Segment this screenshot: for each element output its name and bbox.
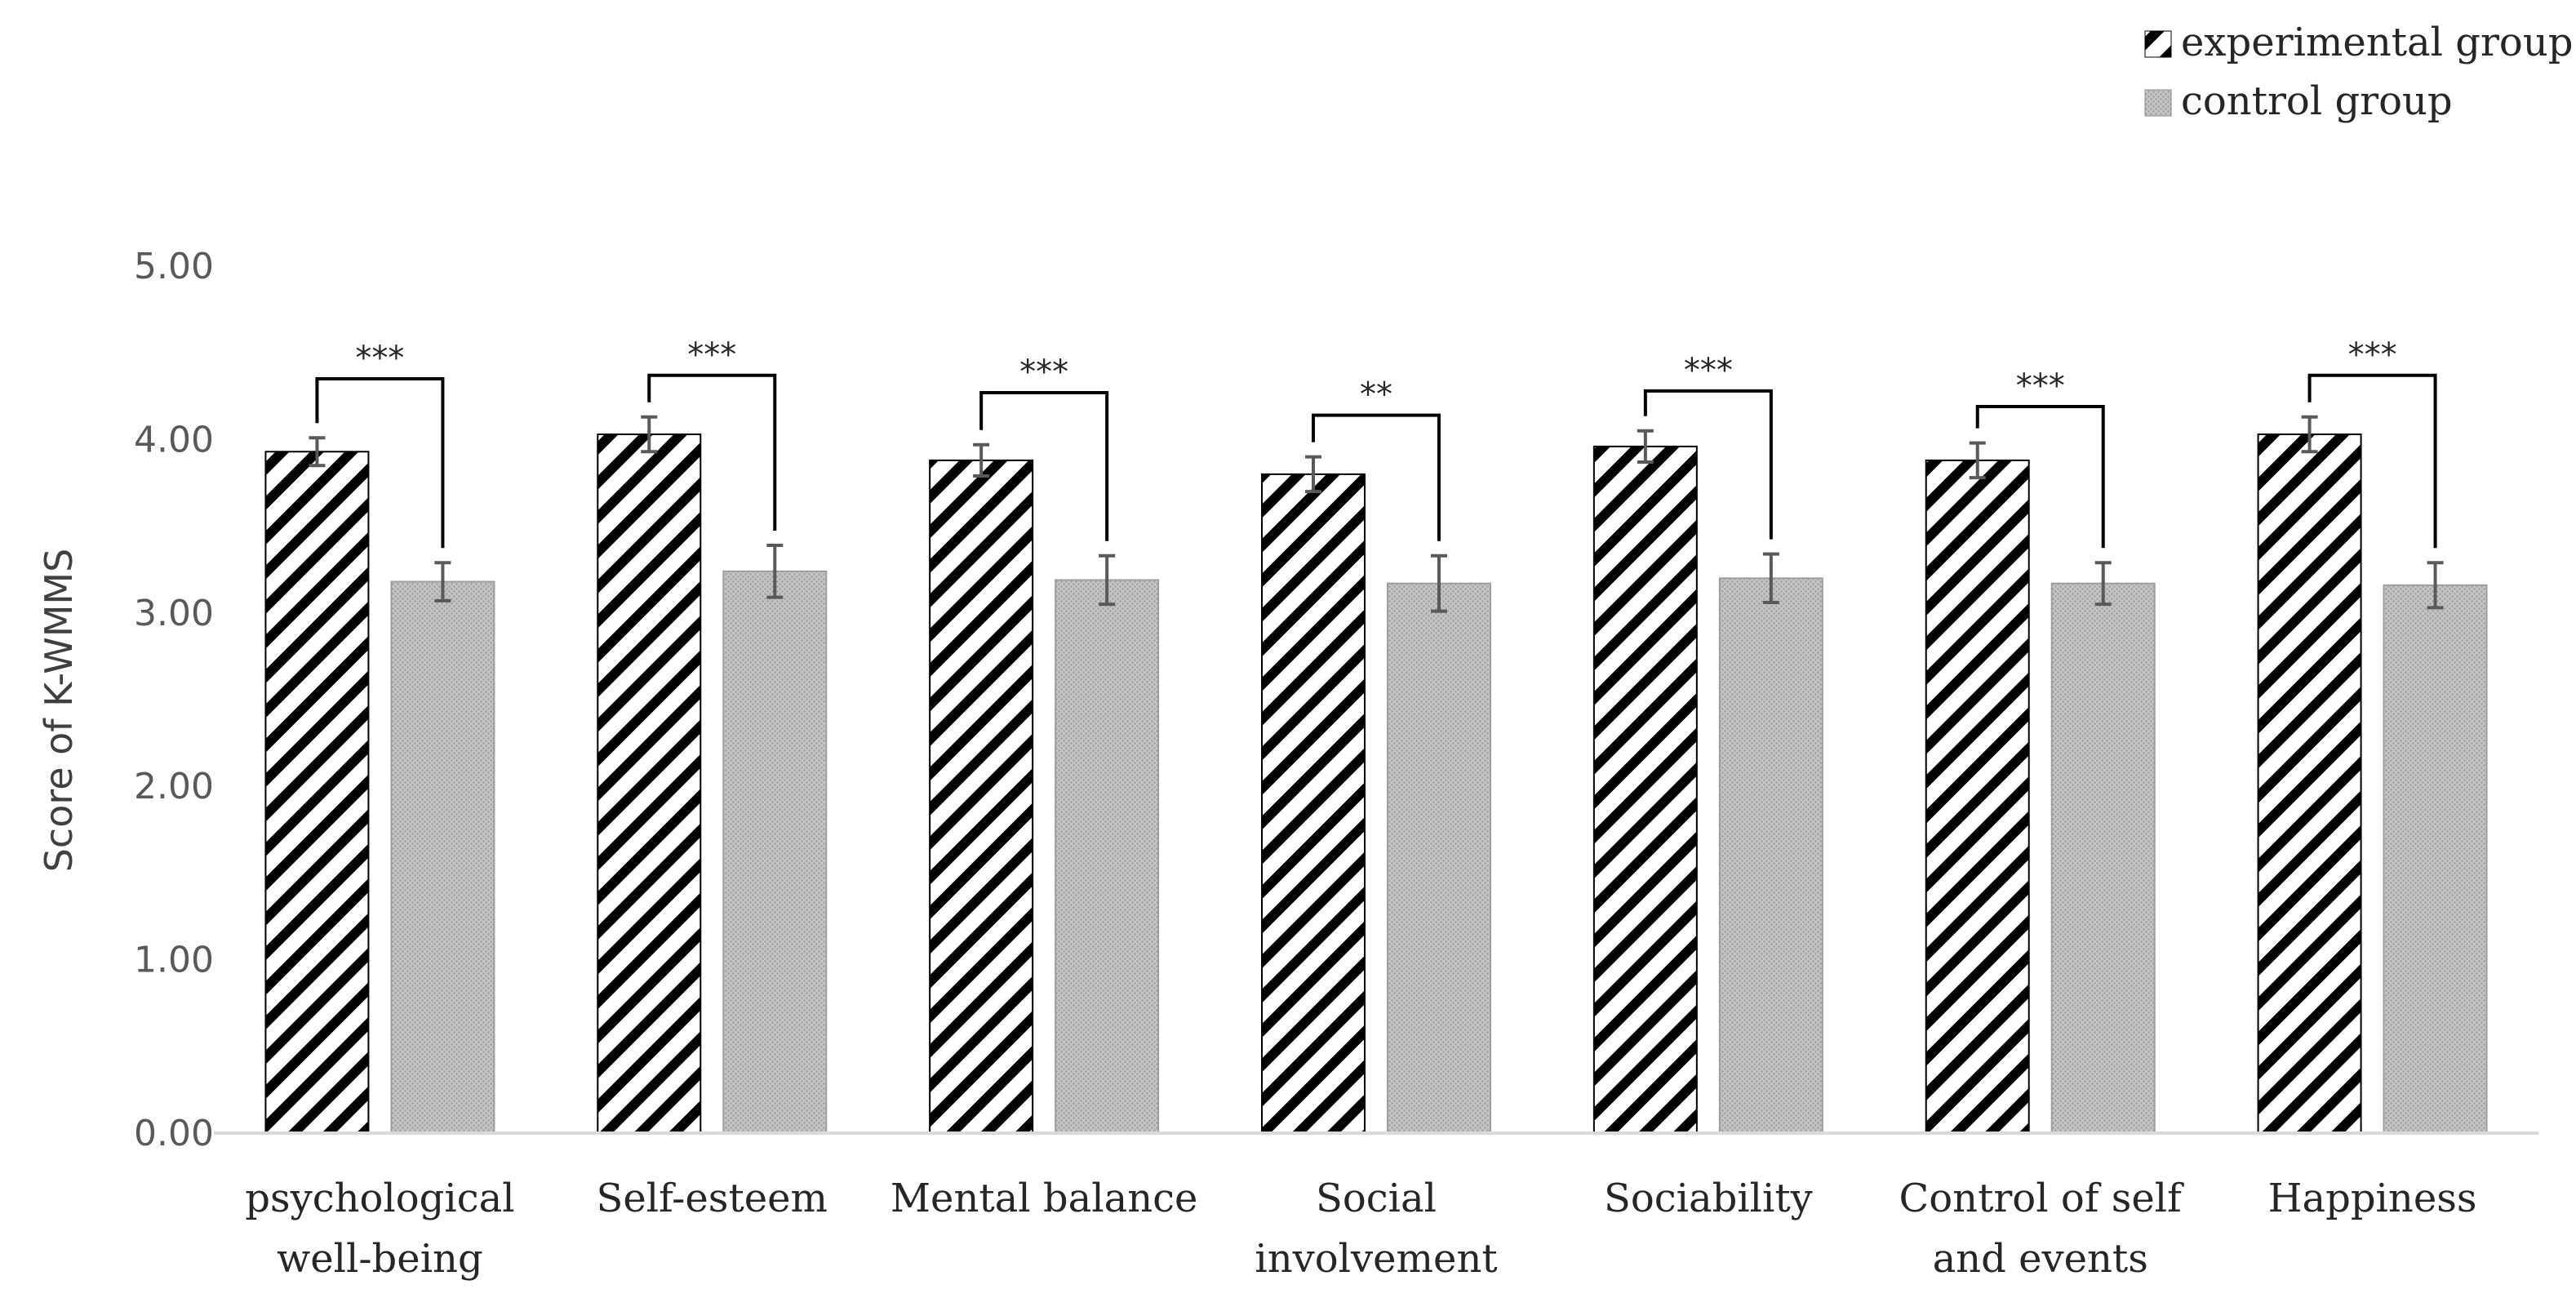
bar-experimental-0 <box>264 451 370 1134</box>
significance-label: *** <box>2016 367 2065 405</box>
significance-bracket-5: *** <box>1975 367 2105 549</box>
legend: experimental group control group <box>2144 20 2573 124</box>
error-bar-control-2 <box>1099 554 1116 607</box>
significance-bracket-0: *** <box>315 340 445 549</box>
bar-control-1 <box>722 570 828 1134</box>
y-tick-label-3: 3.00 <box>134 593 214 634</box>
bar-experimental-3 <box>1261 473 1366 1134</box>
error-bar-control-3 <box>1431 554 1447 613</box>
bar-control-3 <box>1387 582 1491 1134</box>
error-bar-experimental-4 <box>1637 429 1654 465</box>
error-bar-control-0 <box>434 561 451 602</box>
error-bar-control-4 <box>1762 552 1779 605</box>
significance-label: *** <box>2348 336 2397 374</box>
bars <box>264 433 2488 1134</box>
y-tick-label-2: 2.00 <box>134 766 214 807</box>
y-tick-label-1: 1.00 <box>134 940 214 981</box>
significance-bracket-line <box>1975 405 2105 549</box>
significance-bracket-line <box>1643 389 1773 540</box>
error-bars <box>309 415 2444 613</box>
y-axis-ticks: 0.00 1.00 2.00 3.00 4.00 5.00 <box>134 246 214 1154</box>
significance-bracket-2: *** <box>979 353 1109 541</box>
error-bar-experimental-2 <box>973 442 990 478</box>
error-bar-control-1 <box>766 543 784 599</box>
category-label-0-1: well-being <box>277 1236 483 1282</box>
significance-label: ** <box>1360 376 1392 414</box>
bar-experimental-6 <box>2257 433 2362 1134</box>
significance-label: *** <box>1684 352 1733 389</box>
category-label-1-0: Self-esteem <box>596 1176 828 1221</box>
bar-experimental-5 <box>1925 459 2030 1134</box>
significance-brackets: *** *** ******** ****** <box>315 336 2437 549</box>
significance-bracket-line <box>315 377 445 549</box>
error-bar-experimental-1 <box>641 415 658 454</box>
category-label-3-1: involvement <box>1255 1236 1497 1282</box>
error-bar-experimental-6 <box>2301 415 2318 454</box>
significance-bracket-1: *** <box>647 336 777 531</box>
bar-experimental-1 <box>597 433 702 1134</box>
error-bar-experimental-5 <box>1969 441 1986 480</box>
category-label-6-0: Happiness <box>2268 1176 2477 1221</box>
category-label-4-0: Sociability <box>1604 1176 1813 1221</box>
error-bar-control-6 <box>2427 561 2444 610</box>
legend-item-experimental: experimental group <box>2144 20 2573 65</box>
y-tick-label-5: 5.00 <box>134 246 214 287</box>
significance-bracket-3: ** <box>1312 376 1441 541</box>
bar-control-5 <box>2050 582 2156 1134</box>
bar-experimental-2 <box>929 459 1034 1134</box>
error-bar-control-5 <box>2094 561 2112 607</box>
bar-experimental-4 <box>1592 445 1698 1134</box>
significance-label: *** <box>1019 353 1068 391</box>
legend-item-control: control group <box>2144 78 2453 124</box>
significance-label: *** <box>687 336 736 374</box>
bar-control-6 <box>2383 584 2488 1134</box>
error-bar-experimental-0 <box>309 436 326 468</box>
y-tick-label-4: 4.00 <box>134 419 214 460</box>
significance-bracket-line <box>647 373 777 531</box>
y-tick-label-0: 0.00 <box>134 1113 214 1154</box>
category-label-3-0: Social <box>1316 1176 1437 1221</box>
category-label-2-0: Mental balance <box>890 1176 1198 1221</box>
significance-bracket-line <box>1312 413 1441 541</box>
legend-swatch-control <box>2144 89 2172 117</box>
bar-control-4 <box>1718 577 1823 1134</box>
significance-bracket-4: *** <box>1643 352 1773 540</box>
y-axis-title: Score of K-WMMS <box>37 549 81 873</box>
significance-bracket-line <box>979 391 1109 541</box>
bar-control-2 <box>1055 579 1160 1134</box>
category-label-5-1: and events <box>1933 1236 2148 1282</box>
significance-bracket-6: *** <box>2307 336 2437 549</box>
bar-control-0 <box>390 580 495 1134</box>
category-labels: psychological well-being Self-esteem Mental… <box>245 1176 2476 1282</box>
significance-bracket-line <box>2307 373 2437 549</box>
legend-label-experimental: experimental group <box>2181 20 2573 65</box>
legend-label-control: control group <box>2181 78 2453 124</box>
significance-label: *** <box>355 340 404 377</box>
category-label-5-0: Control of self <box>1899 1176 2185 1221</box>
error-bar-experimental-3 <box>1305 455 1321 494</box>
category-label-0-0: psychological <box>245 1176 514 1221</box>
legend-swatch-experimental <box>2144 30 2172 58</box>
